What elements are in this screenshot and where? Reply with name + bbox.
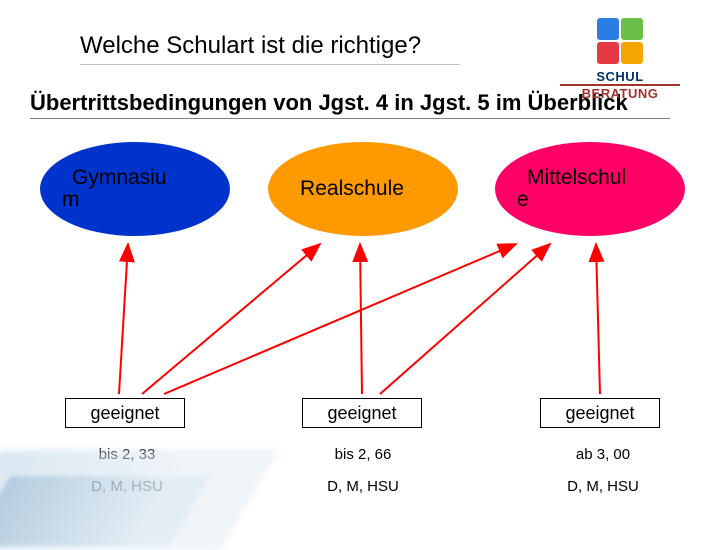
- box-geeignet-1: geeignet: [65, 398, 185, 428]
- ellipse-realschule-label: Realschule: [268, 178, 436, 200]
- ellipse-realschule: Realschule: [268, 142, 458, 236]
- arrow: [142, 244, 320, 394]
- grade-2: bis 2, 66: [288, 446, 438, 463]
- box-geeignet-2: geeignet: [302, 398, 422, 428]
- logo-text-1: SCHUL: [560, 69, 680, 84]
- subtitle: Übertrittsbedingungen von Jgst. 4 in Jgs…: [30, 90, 628, 116]
- ellipse-mittelschule: Mittelschul e: [495, 142, 685, 236]
- grade-3: ab 3, 00: [528, 446, 678, 463]
- puzzle-icon: [597, 18, 643, 64]
- arrow: [360, 244, 362, 394]
- ellipse-gymnasium-label: Gymnasiu m: [62, 167, 167, 211]
- subtitle-underline: [30, 118, 670, 119]
- schulberatung-logo: SCHUL BERATUNG: [560, 18, 680, 101]
- arrow: [164, 244, 516, 394]
- ellipse-mittelschule-label: Mittelschul e: [517, 167, 626, 211]
- ellipse-gymnasium: Gymnasiu m: [40, 142, 230, 236]
- subjects-2: D, M, HSU: [288, 478, 438, 495]
- subjects-3: D, M, HSU: [528, 478, 678, 495]
- page-title: Welche Schulart ist die richtige?: [80, 32, 421, 60]
- logo-text-2: BERATUNG: [560, 86, 680, 101]
- box-geeignet-3: geeignet: [540, 398, 660, 428]
- arrow: [380, 244, 550, 394]
- title-underline: [80, 64, 460, 65]
- arrow: [596, 244, 600, 394]
- arrow: [119, 244, 128, 394]
